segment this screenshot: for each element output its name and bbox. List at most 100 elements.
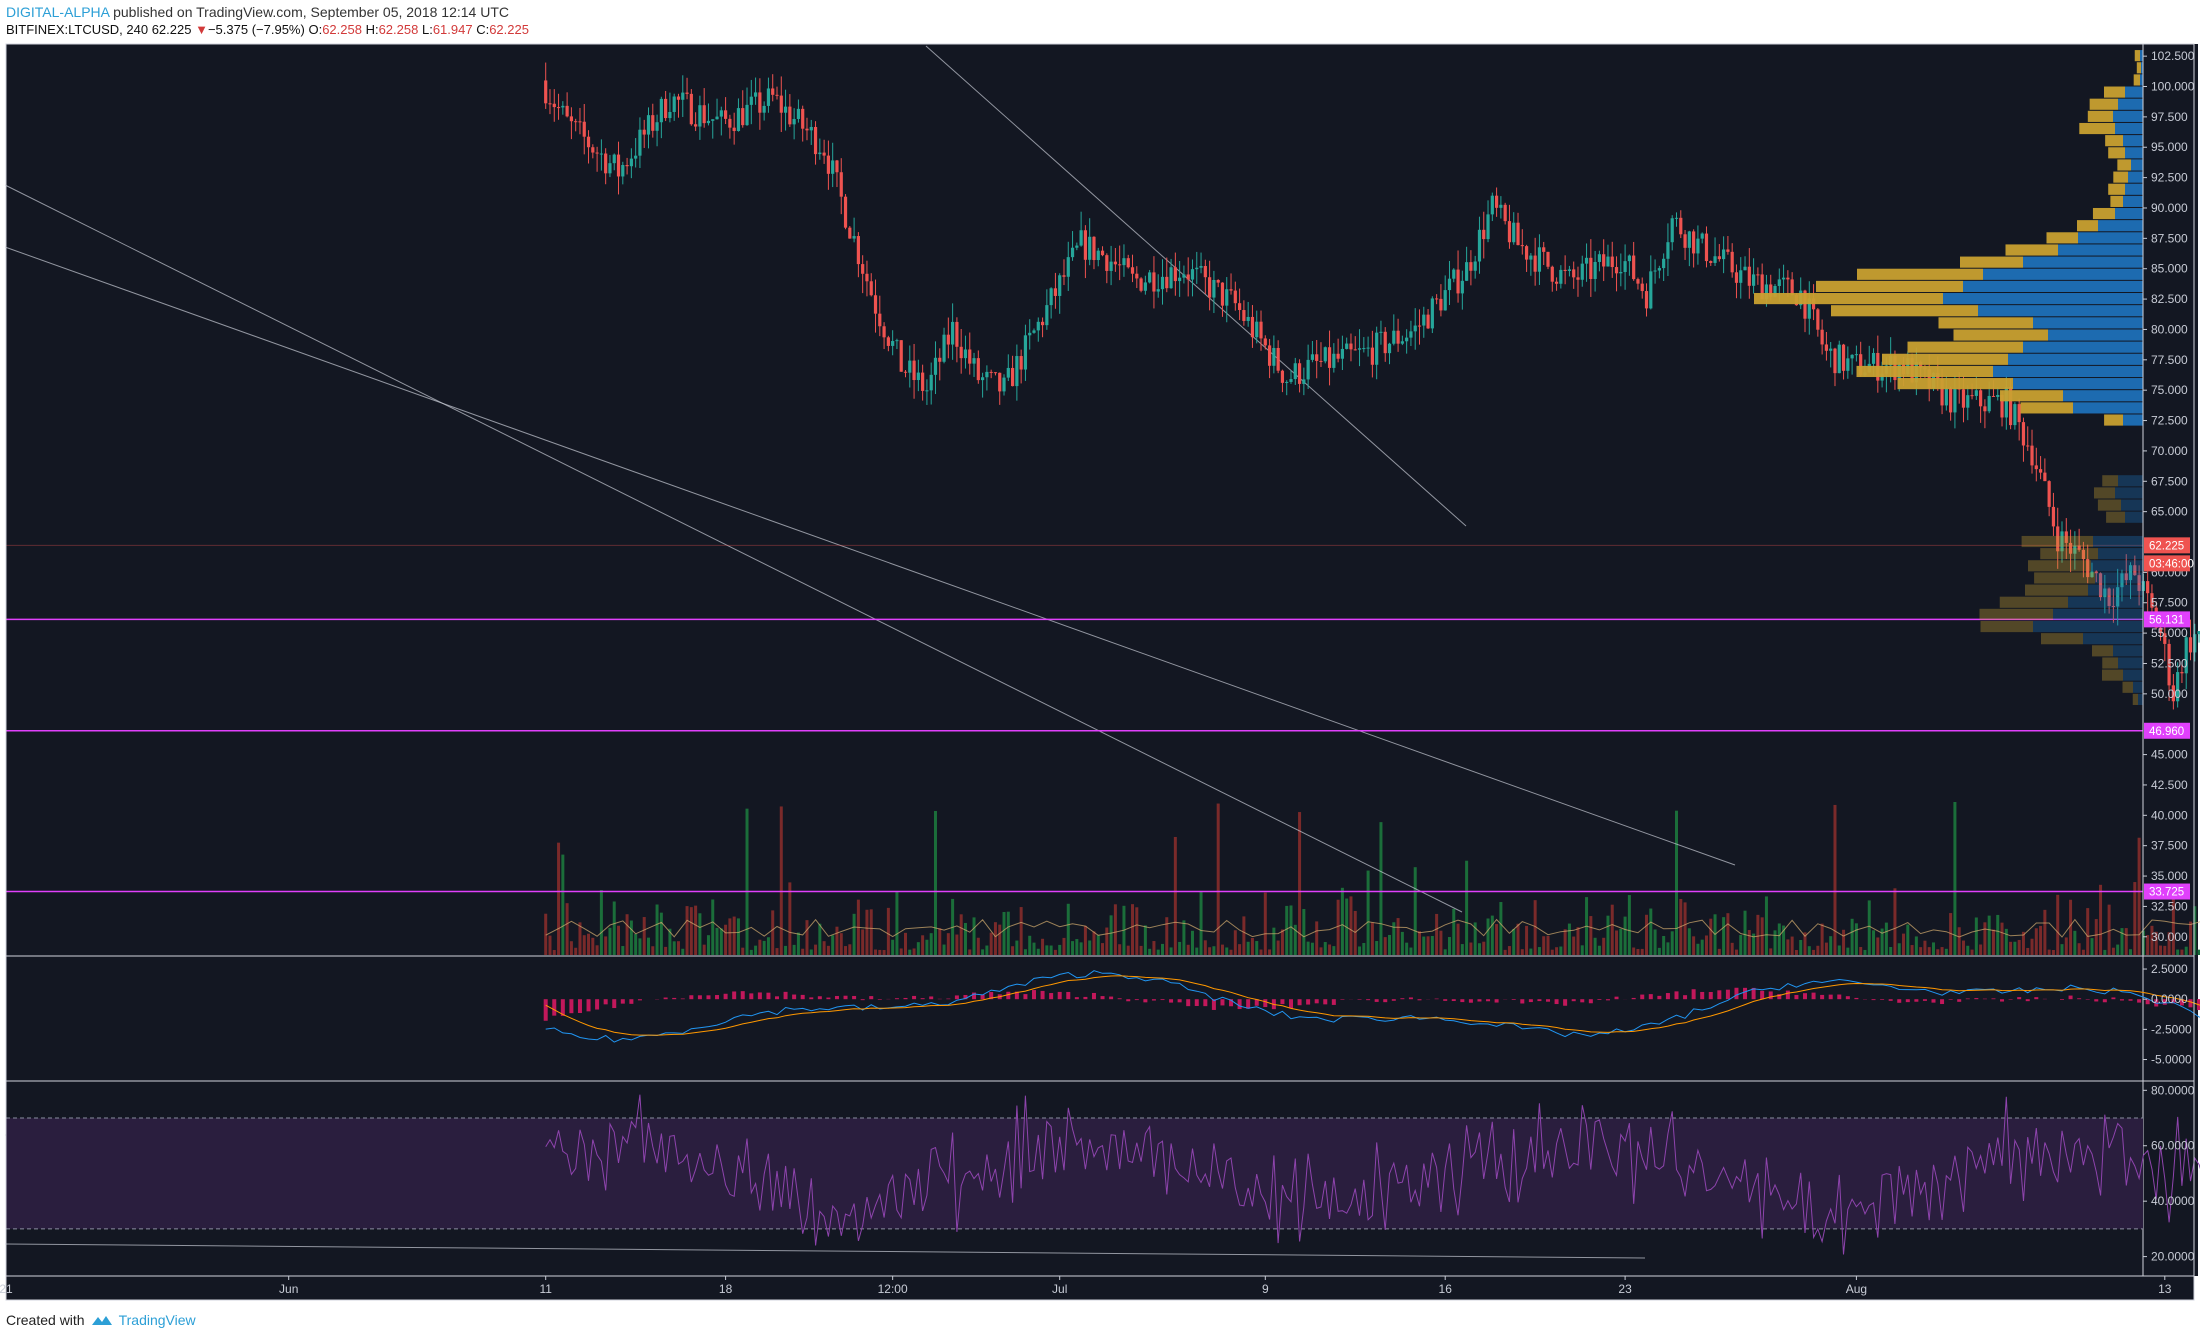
volume-bar xyxy=(1846,947,1850,955)
tradingview-brand[interactable]: TradingView xyxy=(118,1312,196,1328)
candle-body xyxy=(1019,356,1023,370)
chart-canvas[interactable]: 102.500 100.000 97.500 95.000 92.500 90.000 87… xyxy=(0,40,2200,1302)
candle-body xyxy=(2188,637,2193,653)
macd-hist-bar xyxy=(1040,990,1045,1000)
price-tick-label: 42.500 xyxy=(2151,778,2188,792)
vp-buy-bar xyxy=(2088,584,2143,596)
volume-bar xyxy=(1632,947,1636,955)
candle-body xyxy=(813,126,818,155)
candle-body xyxy=(1190,269,1195,280)
candle-body xyxy=(1130,267,1135,274)
candle-body xyxy=(1409,331,1413,338)
volume-bar xyxy=(1516,923,1520,955)
volume-bar xyxy=(1190,930,1194,955)
volume-bar xyxy=(1606,915,1610,955)
candle-body xyxy=(1490,195,1494,215)
last-price-label: 62.225 xyxy=(151,22,192,37)
candle-body xyxy=(1143,282,1147,291)
volume-bar xyxy=(2193,906,2197,955)
candle-body xyxy=(1173,267,1177,282)
volume-bar xyxy=(822,941,826,955)
candle-body xyxy=(1066,257,1070,277)
candle-body xyxy=(1495,195,1499,208)
price-tick-label: 52.500 xyxy=(2151,656,2188,670)
candle-body xyxy=(908,360,912,373)
volume-bar xyxy=(878,949,882,955)
price-tick-label: 67.500 xyxy=(2151,474,2188,488)
candle-body xyxy=(1070,247,1075,258)
volume-bar xyxy=(569,941,573,955)
author-link[interactable]: DIGITAL-ALPHA xyxy=(6,4,110,20)
volume-bar xyxy=(2060,944,2064,955)
vp-sell-bar xyxy=(2041,633,2083,645)
candle-body xyxy=(2171,685,2175,702)
volume-bar xyxy=(2094,919,2098,955)
volume-bar xyxy=(1285,905,1289,955)
macd-hist-bar xyxy=(620,999,625,1004)
volume-bar xyxy=(805,920,809,955)
candle-body xyxy=(591,147,595,153)
candle-body xyxy=(1670,218,1674,243)
vp-buy-bar xyxy=(2115,122,2143,135)
volume-bar xyxy=(771,910,775,955)
macd-hist-bar xyxy=(1263,999,1268,1008)
macd-hist-bar xyxy=(1768,991,1773,1000)
volume-bar xyxy=(1542,936,1546,955)
volume-bar xyxy=(852,913,856,955)
volume-bar xyxy=(801,948,805,955)
macd-hist-bar xyxy=(1229,999,1234,1007)
price-tick-label: 75.000 xyxy=(2151,383,2188,397)
candle-body xyxy=(758,92,762,113)
macd-hist-bar xyxy=(834,995,839,1000)
candle-body xyxy=(544,80,548,104)
candle-body xyxy=(629,158,633,167)
price-tick-label: 35.000 xyxy=(2151,869,2188,883)
volume-bar xyxy=(895,891,899,955)
candle-body xyxy=(1653,270,1657,272)
volume-bar xyxy=(1640,948,1644,955)
macd-hist-bar xyxy=(1674,991,1679,1000)
volume-bar xyxy=(2107,904,2111,955)
candle-body xyxy=(1105,255,1109,271)
candle-body xyxy=(1332,353,1336,368)
macd-hist-bar xyxy=(543,999,548,1021)
volume-bar xyxy=(612,901,616,955)
candle-body xyxy=(946,334,950,345)
volume-bar xyxy=(912,948,916,955)
vp-buy-bar xyxy=(2033,317,2143,329)
volume-bar xyxy=(2146,935,2150,955)
volume-bar xyxy=(1298,812,1302,955)
candle-body xyxy=(835,160,839,173)
vp-sell-bar xyxy=(1897,378,2013,390)
candle-body xyxy=(582,121,586,137)
macd-hist-bar xyxy=(2068,995,2073,1000)
vp-buy-bar xyxy=(2125,183,2143,195)
candle-body xyxy=(1122,258,1126,266)
candle-body xyxy=(2026,445,2030,447)
candle-body xyxy=(1662,258,1666,269)
volume-bar xyxy=(1893,888,1897,955)
symbol-label: BITFINEX:LTCUSD, 240 xyxy=(6,22,149,37)
candle-body xyxy=(1961,389,1966,408)
volume-bar xyxy=(1645,914,1649,955)
candle-body xyxy=(1747,266,1751,286)
candle-body xyxy=(801,108,805,129)
candle-body xyxy=(1696,238,1700,254)
volume-bar xyxy=(604,936,608,955)
volume-bar xyxy=(1623,916,1627,955)
macd-hist-bar xyxy=(1289,999,1293,1009)
volume-bar xyxy=(557,842,561,955)
candle-body xyxy=(1764,284,1769,300)
volume-bar xyxy=(2069,899,2073,955)
vp-buy-bar xyxy=(2098,220,2143,232)
date-tick-label: Jun xyxy=(279,1282,298,1296)
candle-body xyxy=(1276,347,1280,371)
vp-buy-bar xyxy=(2068,596,2143,608)
vp-sell-bar xyxy=(2134,50,2140,62)
volume-bar xyxy=(839,933,843,955)
candle-body xyxy=(2193,634,2197,653)
volume-bar xyxy=(1897,943,1901,955)
volume-bar xyxy=(1036,948,1040,955)
candle-body xyxy=(2081,549,2086,560)
candle-body xyxy=(1297,363,1302,384)
